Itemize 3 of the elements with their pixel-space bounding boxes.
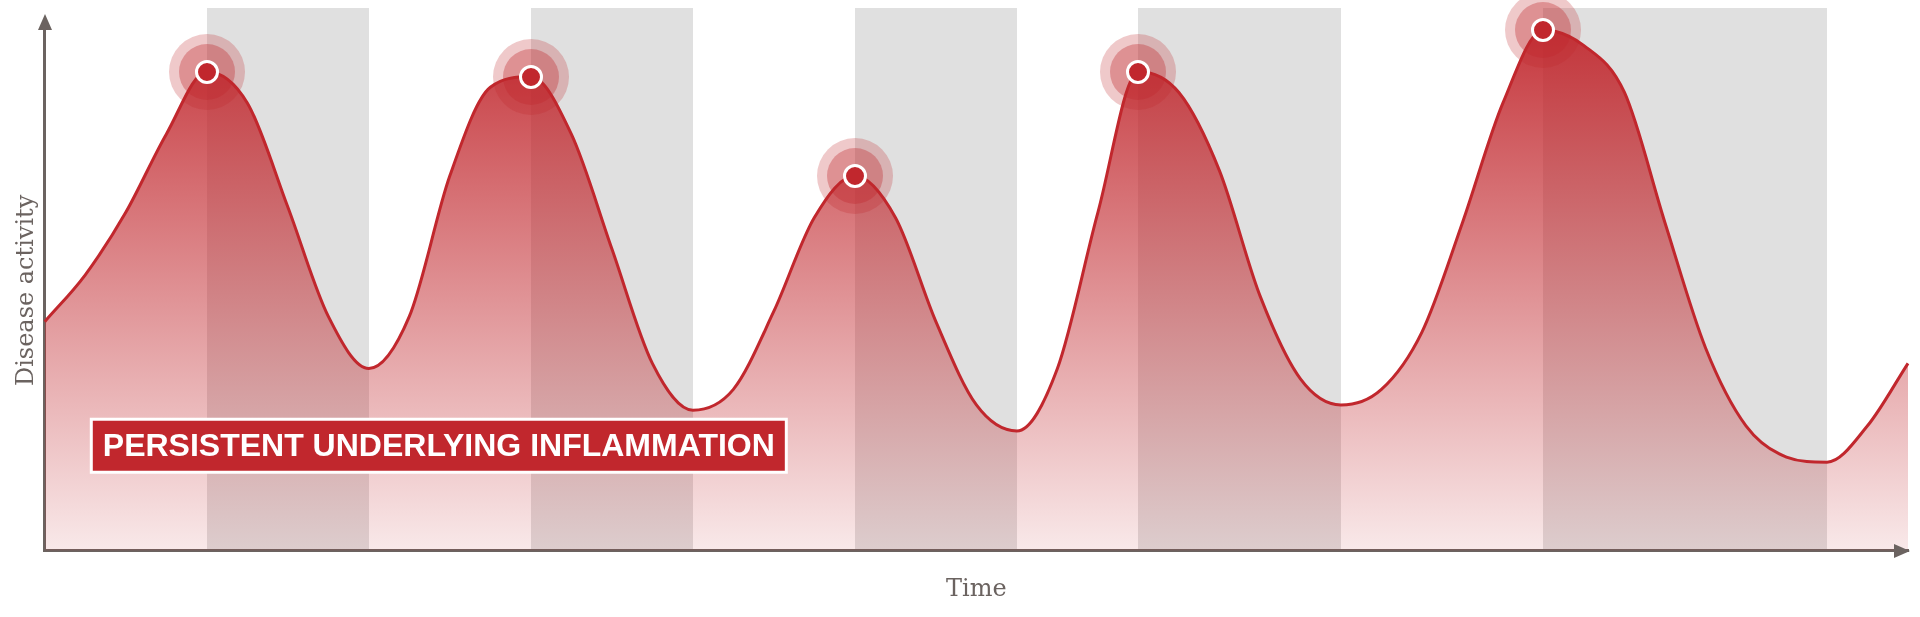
- y-axis-title: Disease activity: [10, 194, 39, 387]
- annotation: PERSISTENT UNDERLYING INFLAMMATION: [102, 426, 775, 463]
- x-axis-title: Time: [946, 573, 1007, 602]
